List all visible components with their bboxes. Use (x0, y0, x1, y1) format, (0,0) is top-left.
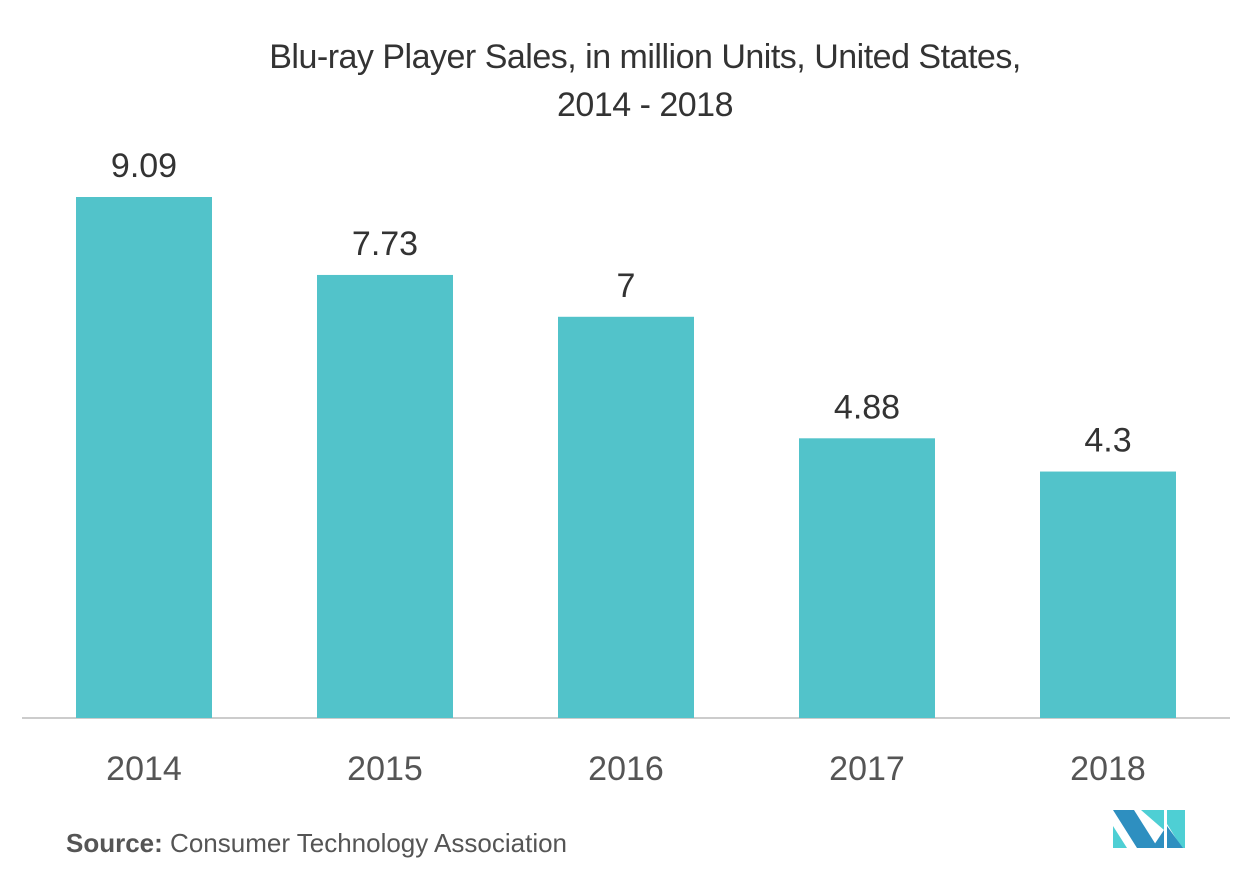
source-label: Source: (66, 828, 163, 858)
x-tick-label: 2015 (347, 750, 423, 788)
bar-2017 (799, 438, 935, 718)
x-tick-label: 2014 (106, 750, 182, 788)
bar-2016 (558, 316, 694, 718)
x-tick-label: 2017 (829, 750, 905, 788)
bar-2014 (76, 197, 212, 718)
chart-subtitle: 2014 - 2018 (557, 86, 734, 124)
data-label: 4.3 (1084, 422, 1131, 460)
bar-2015 (317, 274, 453, 718)
source-text: Consumer Technology Association (170, 828, 568, 858)
x-tick-label: 2016 (588, 750, 664, 788)
x-tick-label: 2018 (1070, 750, 1146, 788)
bar-2018 (1040, 471, 1176, 718)
chart-title: Blu-ray Player Sales, in million Units, … (269, 38, 1021, 76)
source-note: Source: Consumer Technology Association (66, 828, 567, 859)
data-label: 7.73 (352, 225, 418, 263)
data-label: 9.09 (111, 147, 177, 185)
data-label: 4.88 (834, 388, 900, 426)
data-label: 7 (617, 267, 636, 305)
